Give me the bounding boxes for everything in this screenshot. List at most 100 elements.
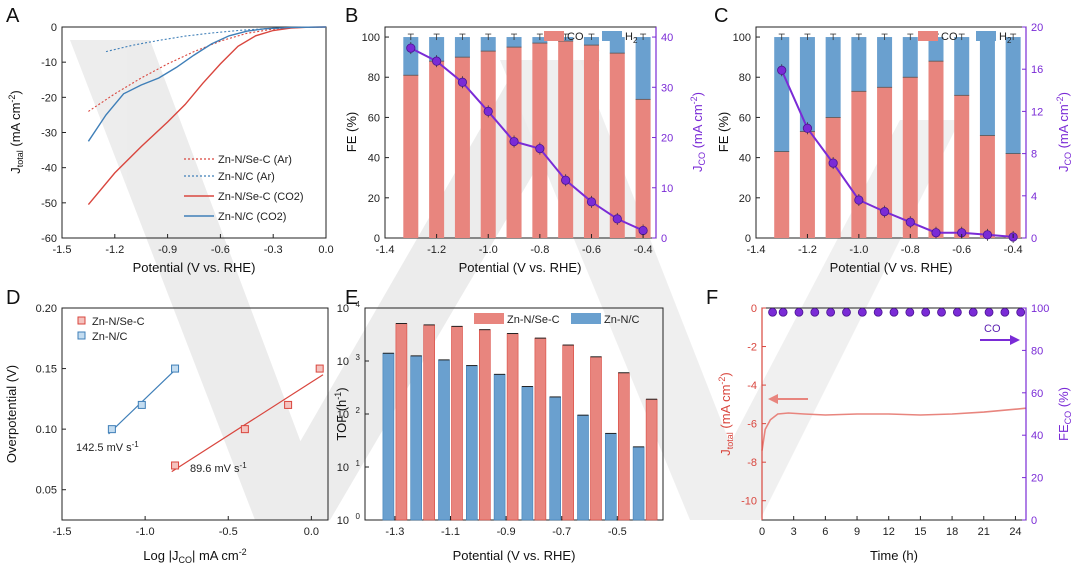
y-tick-label: 0.05: [36, 485, 57, 497]
y-tick-label: 0: [374, 233, 380, 245]
panel-letter-b: B: [345, 5, 358, 27]
arrow-to-right-axis: [980, 335, 1020, 345]
jco-point: [854, 195, 864, 205]
bar-co: [954, 95, 970, 238]
y-tick-label: 40: [739, 153, 751, 165]
fe-co-point: [826, 307, 836, 317]
jco-point: [982, 230, 993, 240]
y-tick-label-right: 20: [1031, 22, 1043, 34]
data-point: [315, 364, 324, 373]
y-tick-label-right: 60: [1031, 388, 1043, 400]
slope-annotation: 89.6 mV s-1: [190, 461, 247, 475]
bar-h2: [454, 37, 470, 58]
bar-co: [799, 131, 815, 238]
y-tick-exponent: 0: [356, 512, 361, 521]
y-tick-label: 20: [739, 193, 751, 205]
fe-co-point: [873, 307, 883, 317]
jco-point: [802, 123, 813, 133]
x-tick-label: -0.4: [634, 244, 653, 256]
bar-h2: [877, 37, 893, 88]
fe-co-point: [968, 307, 978, 317]
legend-label: H2: [625, 31, 638, 45]
bar-zn-n-se-c: [506, 333, 519, 521]
fe-co-point: [1000, 307, 1010, 317]
data-point: [137, 400, 146, 409]
x-axis-label: Potential (V vs. RHE): [459, 260, 582, 275]
bar-h2: [429, 37, 445, 62]
x-tick-label: -0.7: [552, 526, 571, 538]
data-point: [171, 461, 180, 470]
legend-label: Zn-N/C (CO2): [218, 211, 286, 223]
y-tick-label: 40: [368, 153, 380, 165]
y-tick-label: -2: [747, 342, 757, 354]
y-axis-label: TOF (h-1): [333, 387, 349, 440]
arrow-head: [1010, 335, 1020, 345]
x-tick-label: -0.8: [901, 244, 920, 256]
bar-zn-n-se-c: [590, 356, 602, 521]
y-axis-label-right: JCO (mA cm-2): [689, 92, 707, 172]
y-tick-exponent: 1: [356, 459, 361, 468]
legend-label: Zn-N/Se-C (CO2): [218, 191, 304, 203]
bar-h2: [583, 37, 599, 46]
y-tick-label-right: 4: [1031, 191, 1037, 203]
x-tick-label: -1.2: [427, 244, 446, 256]
slope-annotation: 142.5 mV s-1: [76, 440, 139, 454]
bar-h2: [774, 37, 790, 152]
bar-zn-n-se-c: [478, 329, 491, 521]
y-tick-label: -10: [741, 496, 757, 508]
j-total-line: [761, 407, 1027, 451]
y-tick-label-right: 80: [1031, 345, 1043, 357]
bar-co: [1005, 153, 1021, 238]
y-axis-label: FE (%): [716, 112, 731, 152]
data-point: [107, 425, 116, 434]
bar-co: [877, 87, 893, 239]
bar-zn-n-se-c: [451, 326, 463, 521]
arrow-to-left-axis: [768, 394, 808, 404]
y-tick-label: 80: [739, 72, 751, 84]
plot-frame: [61, 307, 329, 521]
y-tick-label-right: 40: [1031, 430, 1043, 442]
x-tick-label: -1.1: [441, 526, 460, 538]
panel-f-chart: 0 3 6 9 12 15 18 21 24 0 -2 -4 -6 -8 -10 0 20 40 60 80 100…: [717, 303, 1073, 563]
x-tick-label: 3: [791, 526, 797, 538]
jco-point: [905, 217, 915, 227]
x-tick-label: 18: [946, 526, 958, 538]
y-tick-label: -60: [41, 233, 57, 245]
bar-co: [851, 91, 867, 238]
bar-zn-n-se-c: [617, 372, 630, 521]
bar-h2: [851, 37, 867, 92]
x-tick-label: -0.3: [264, 244, 283, 256]
bar-zn-n-c: [577, 414, 589, 521]
jco-point: [535, 143, 545, 154]
y-axis-label: Overpotential (V): [4, 365, 19, 463]
x-tick-label: 0.0: [318, 244, 333, 256]
y-tick-label-right: 0: [1031, 515, 1037, 527]
jco-line: [410, 47, 644, 232]
y-tick-label: 80: [368, 72, 380, 84]
x-tick-label: -0.6: [211, 244, 230, 256]
y-axis-label: FE (%): [344, 112, 359, 152]
jco-point: [509, 136, 519, 147]
x-tick-label: -0.8: [530, 244, 549, 256]
x-tick-label: -0.4: [1004, 244, 1023, 256]
y-tick-label-right: 40: [661, 32, 673, 44]
bar-h2: [954, 37, 970, 96]
legend-swatch-h2: [976, 31, 996, 41]
panel-c-chart: -1.4 -1.2 -1.0 -0.8 -0.6 -0.4 0 20 40 60 80 100 0 4…: [716, 22, 1073, 275]
x-tick-label: -0.6: [582, 244, 601, 256]
fit-line: [108, 366, 179, 435]
x-tick-label: -1.0: [849, 244, 868, 256]
legend-label: Zn-N/Se-C: [507, 314, 560, 326]
jco-point: [457, 77, 468, 87]
bar-co: [825, 117, 841, 238]
y-tick-label-right: 12: [1031, 106, 1043, 118]
y-tick-label: 60: [739, 112, 751, 124]
x-tick-label: -1.3: [385, 526, 404, 538]
bar-h2: [902, 37, 918, 78]
x-axis-label: Potential (V vs. RHE): [830, 260, 953, 275]
bar-zn-n-c: [493, 374, 506, 521]
y-tick-exponent: 3: [356, 353, 361, 362]
jco-point: [483, 106, 493, 117]
bar-zn-n-se-c: [645, 398, 658, 521]
x-tick-label: 24: [1009, 526, 1021, 538]
